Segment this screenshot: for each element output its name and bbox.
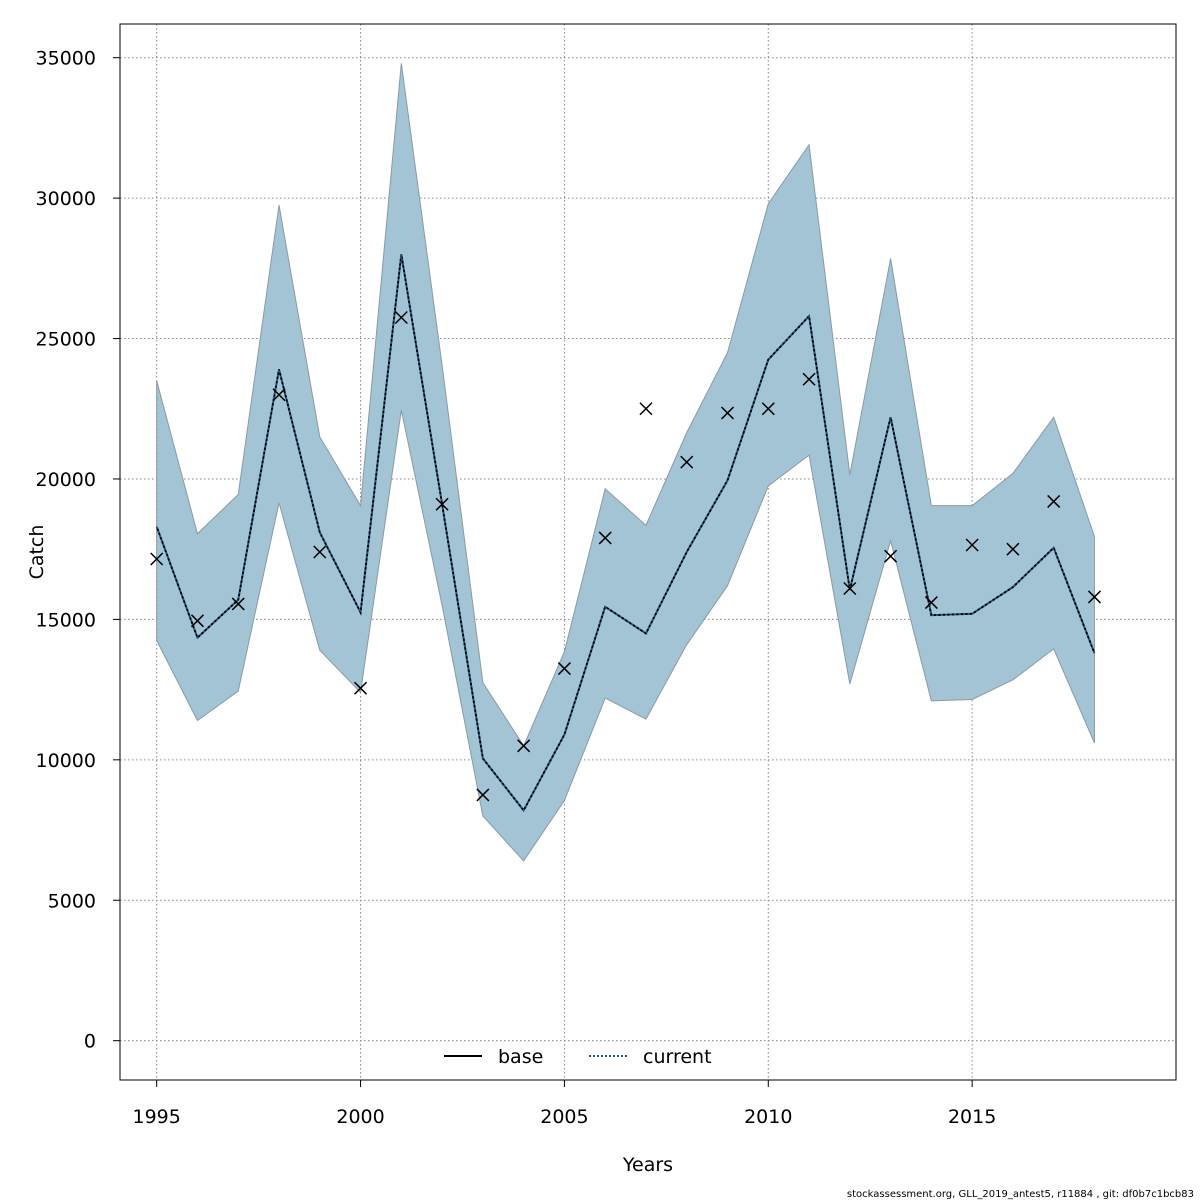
y-tick-label: 25000 [36,329,96,351]
observed-point [394,310,408,325]
observed-point [680,455,694,469]
observed-point [884,549,898,563]
x-tick-label: 2015 [948,1106,996,1128]
series-lines [155,254,1096,813]
legend: base current [444,1046,712,1068]
y-tick-label: 0 [84,1031,96,1053]
x-axis: 1995 2000 2005 2010 2015 [133,1080,996,1128]
y-tick-label: 35000 [36,48,96,70]
x-axis-title: Years [622,1154,673,1176]
y-tick-label: 15000 [36,609,96,631]
legend-label-base: base [498,1046,543,1068]
observed-point [150,552,164,566]
y-axis-title: Catch [26,525,48,580]
observed-point [231,597,245,611]
x-tick-label: 2000 [336,1106,384,1128]
series-line-current [155,254,1096,813]
ci-band-area [156,63,1095,862]
x-tick-label: 1995 [133,1106,181,1128]
footer-credit: stockassessment.org, GLL_2019_antest5, r… [847,1189,1194,1200]
observed-point [639,402,653,416]
observed-point [965,538,979,552]
observed-point [190,614,204,628]
observed-point [313,545,327,559]
plot-frame [119,23,1177,1081]
x-tick-label: 2010 [744,1106,792,1128]
observed-point [761,402,775,416]
observed-point [1087,590,1101,604]
y-tick-label: 30000 [36,188,96,210]
observed-point [598,531,612,545]
observed-point [1006,542,1020,556]
observed-points [150,310,1101,802]
observed-point [843,581,857,596]
legend-label-current: current [643,1046,712,1068]
y-tick-label: 5000 [48,890,96,912]
series-line-current-dark [155,254,1096,813]
observed-point [435,497,449,511]
x-tick-label: 2005 [540,1106,588,1128]
y-axis: 0 5000 10000 15000 20000 25000 30000 35000 [36,48,120,1053]
y-tick-label: 10000 [36,750,96,772]
observed-point [354,681,368,695]
y-tick-label: 20000 [36,469,96,491]
observed-point [557,662,571,676]
observed-point [924,596,938,610]
observed-point [802,372,816,386]
observed-point [476,788,490,802]
observed-point [1047,494,1061,508]
observed-point [517,739,531,753]
confidence-band [156,63,1095,862]
observed-point [272,388,286,402]
observed-point [720,406,735,420]
